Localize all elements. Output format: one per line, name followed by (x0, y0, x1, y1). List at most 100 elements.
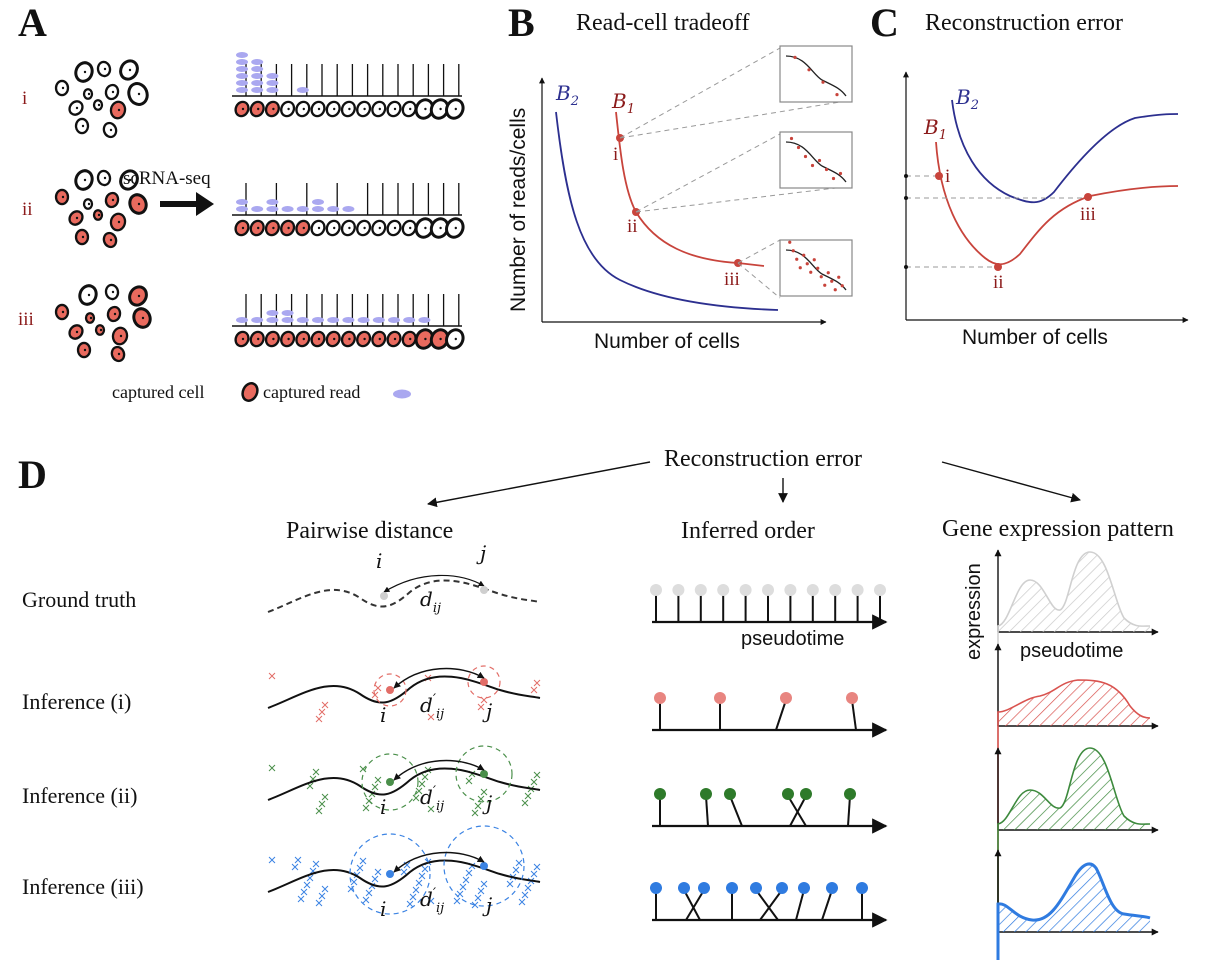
order-stem (683, 889, 701, 921)
read (266, 80, 279, 86)
read (403, 317, 416, 323)
noise-point (474, 802, 482, 810)
inferred-order-column (650, 584, 888, 928)
noise-point (465, 869, 473, 877)
noise-point (480, 880, 488, 888)
order-pin (700, 788, 712, 800)
order-stem (795, 889, 805, 921)
order-pin (784, 584, 797, 596)
order-pin (844, 788, 856, 800)
inset-point (835, 93, 839, 97)
inset-point (807, 68, 811, 72)
noise-point (356, 864, 364, 872)
order-pin (672, 584, 685, 596)
read (251, 206, 264, 212)
inset-point (791, 249, 795, 253)
b-point-ii-label: ii (627, 216, 638, 237)
order-inference-iii (650, 882, 888, 928)
read (342, 206, 355, 212)
inset-point (823, 283, 827, 287)
c-point-ii (994, 263, 1002, 271)
read (251, 80, 264, 86)
row-label-i: i (22, 88, 27, 109)
order-pin (654, 788, 666, 800)
noise-point (371, 783, 379, 791)
read (236, 199, 248, 205)
captured-read-icon (393, 389, 411, 399)
order-stem (821, 889, 833, 921)
inset-point (837, 275, 841, 279)
noise-point (418, 872, 426, 880)
distance-arrow (383, 574, 485, 593)
noise-point (321, 701, 329, 709)
order-pin (762, 584, 774, 596)
cell-clusters (54, 59, 152, 363)
zoom-inset (779, 239, 853, 297)
panel-b: B Read-cell tradeoff Number of cells Num… (507, 0, 853, 353)
panel-a: A i ii iii scRNA-seq captured cell captu… (18, 0, 465, 402)
noise-point (421, 773, 429, 781)
noise-point (480, 788, 488, 796)
legend-read-label: captured read (263, 382, 360, 402)
label-dij-prime: d′ij (420, 784, 444, 814)
read (312, 317, 324, 323)
c-point-iii-label: iii (1080, 204, 1096, 225)
noise-point (297, 895, 305, 903)
b-zoom-insets (779, 45, 853, 297)
inset-point (795, 257, 799, 261)
read (266, 199, 279, 205)
read (236, 87, 248, 93)
read (266, 317, 279, 323)
read (251, 66, 264, 72)
label-j: j (482, 791, 492, 815)
order-pin (650, 882, 662, 894)
order-pin (724, 788, 736, 800)
col-gene-expression: Gene expression pattern (942, 516, 1174, 542)
noise-point (374, 684, 382, 692)
col-inferred-order: Inferred order (681, 518, 815, 544)
noise-point (477, 887, 485, 895)
noise-point (471, 901, 479, 909)
noise-point (359, 765, 367, 773)
expr-curve (997, 551, 1151, 960)
noise-point (474, 894, 482, 902)
read-strip (232, 52, 465, 120)
noise-point (312, 860, 320, 868)
label-i: i (380, 795, 386, 819)
c-xlabel: Number of cells (962, 326, 1108, 349)
b-zoom-lines (619, 47, 853, 299)
read (388, 317, 400, 323)
expr-curve (997, 747, 1151, 960)
inset-point (819, 275, 823, 279)
cell-cluster-ii (54, 169, 148, 249)
order-pin (776, 882, 788, 894)
expr-curve (997, 679, 1151, 960)
inset-point (831, 176, 836, 181)
noise-point (465, 777, 473, 785)
noise-point (268, 856, 276, 864)
c-guide-lines (906, 175, 1088, 268)
noise-point (427, 713, 435, 721)
order-stem (847, 795, 851, 827)
noise-point (533, 863, 541, 871)
noise-point (412, 886, 420, 894)
panel-a-letter: A (18, 0, 47, 45)
noise-point (362, 804, 370, 812)
inset-point (817, 158, 822, 163)
panel-c: C Reconstruction error Number of cells B… (870, 0, 1189, 349)
read (236, 73, 248, 79)
read (327, 206, 340, 212)
noise-point (506, 880, 514, 888)
panel-d-letter: D (18, 452, 47, 497)
inset-point (788, 240, 792, 244)
read (418, 317, 431, 323)
inset-point (840, 284, 844, 288)
order-stem (755, 889, 779, 921)
order-pin (826, 882, 838, 894)
zoom-inset (779, 45, 853, 103)
noise-point (359, 857, 367, 865)
read (266, 87, 279, 93)
order-pin (806, 584, 819, 596)
panel-d: D Reconstruction error Pairwise distance… (18, 446, 1174, 960)
